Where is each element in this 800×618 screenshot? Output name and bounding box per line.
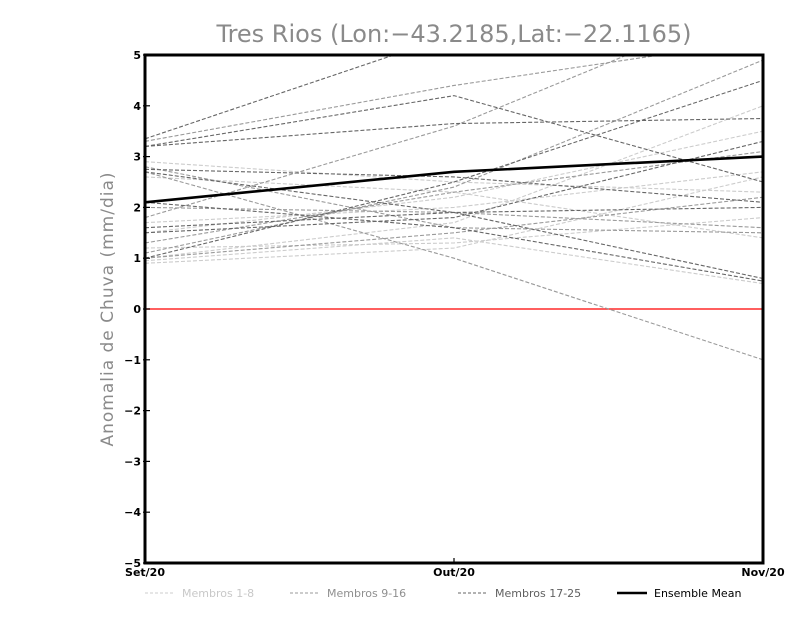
y-tick-label: 4 xyxy=(133,100,141,113)
member-line-21 xyxy=(145,168,763,203)
x-tick-label: Out/20 xyxy=(433,566,475,579)
y-tick-label: −4 xyxy=(124,506,141,519)
member-line-12 xyxy=(145,171,763,361)
y-tick-label: 1 xyxy=(133,252,141,265)
chart-title: Tres Rios (Lon:−43.2185,Lat:−22.1165) xyxy=(215,20,691,48)
y-tick-label: 0 xyxy=(133,303,141,316)
y-tick-label: −2 xyxy=(124,405,141,418)
member-line-20 xyxy=(145,171,763,280)
ensemble-mean-line xyxy=(145,155,763,204)
y-axis-label: Anomalia de Chuva (mm/dia) xyxy=(98,171,118,446)
y-tick-label: −1 xyxy=(124,354,141,367)
member-line-15 xyxy=(145,59,763,254)
member-line-1 xyxy=(145,176,763,264)
member-line-19 xyxy=(145,79,763,259)
member-line-24 xyxy=(145,206,763,229)
legend: Membros 1-8 Membros 9-16 Membros 17-25 Ense… xyxy=(145,587,741,600)
member-line-22 xyxy=(145,140,763,234)
member-line-9 xyxy=(145,55,664,142)
x-axis-ticks: Set/20 Out/20 Nov/20 xyxy=(125,558,785,579)
y-tick-label: 2 xyxy=(133,201,141,214)
y-tick-label: 5 xyxy=(133,49,141,62)
member-line-7 xyxy=(145,171,763,224)
y-tick-label: −3 xyxy=(124,455,141,468)
member-line-25 xyxy=(145,117,763,147)
series-layer xyxy=(145,55,763,361)
member-line-17 xyxy=(145,95,763,183)
y-axis-ticks: 5 4 3 2 1 0 −1 −2 −3 −4 −5 xyxy=(124,49,150,570)
member-line-23 xyxy=(145,201,763,282)
member-line-3 xyxy=(145,130,763,234)
x-tick-label: Set/20 xyxy=(125,566,165,579)
member-line-18 xyxy=(145,55,396,140)
member-line-5 xyxy=(145,217,763,249)
member-line-11 xyxy=(145,196,763,259)
y-tick-label: 3 xyxy=(133,151,141,164)
x-tick-label: Nov/20 xyxy=(741,566,785,579)
legend-label: Membros 17-25 xyxy=(495,587,581,600)
y-tick-label: −5 xyxy=(124,557,141,570)
legend-label: Membros 9-16 xyxy=(327,587,406,600)
member-line-8 xyxy=(145,237,763,285)
member-line-16 xyxy=(145,166,763,234)
member-line-13 xyxy=(145,150,763,244)
legend-label: Ensemble Mean xyxy=(654,587,741,600)
legend-label: Membros 1-8 xyxy=(182,587,254,600)
